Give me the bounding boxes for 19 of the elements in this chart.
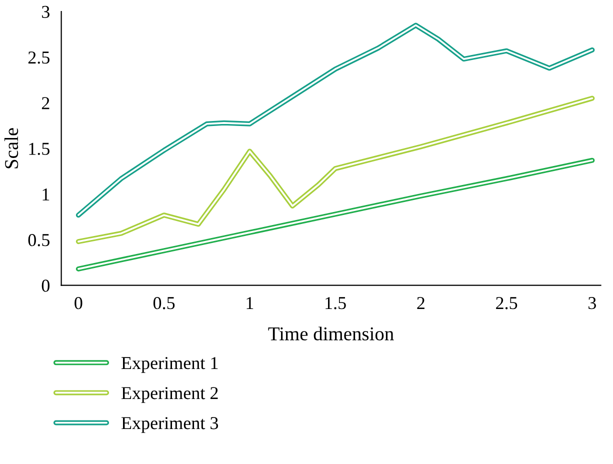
- y-tick-label: 2: [42, 97, 50, 110]
- y-tick-label: 0.5: [28, 234, 50, 246]
- legend-label: Experiment 3: [121, 417, 218, 433]
- y-tick-label: 1: [42, 188, 50, 200]
- x-tick-label: 0.5: [153, 296, 175, 310]
- x-tick-label: 2: [417, 297, 424, 309]
- x-tick-label: 0: [74, 296, 82, 310]
- legend-label: Experiment 2: [121, 387, 218, 403]
- x-tick-label: 1.5: [326, 297, 346, 310]
- y-tick-label: 0: [42, 280, 50, 292]
- x-tick-label: 1: [246, 297, 254, 309]
- y-axis-title: Scale: [4, 128, 18, 168]
- y-tick-label: 2.5: [28, 52, 50, 64]
- x-tick-label: 3: [588, 297, 596, 310]
- legend-label: Experiment 1: [121, 357, 218, 373]
- y-tick-label: 1.5: [29, 142, 50, 155]
- x-axis-title: Time dimension: [268, 326, 394, 340]
- x-tick-label: 2.5: [496, 297, 518, 310]
- y-tick-label: 3: [42, 6, 50, 18]
